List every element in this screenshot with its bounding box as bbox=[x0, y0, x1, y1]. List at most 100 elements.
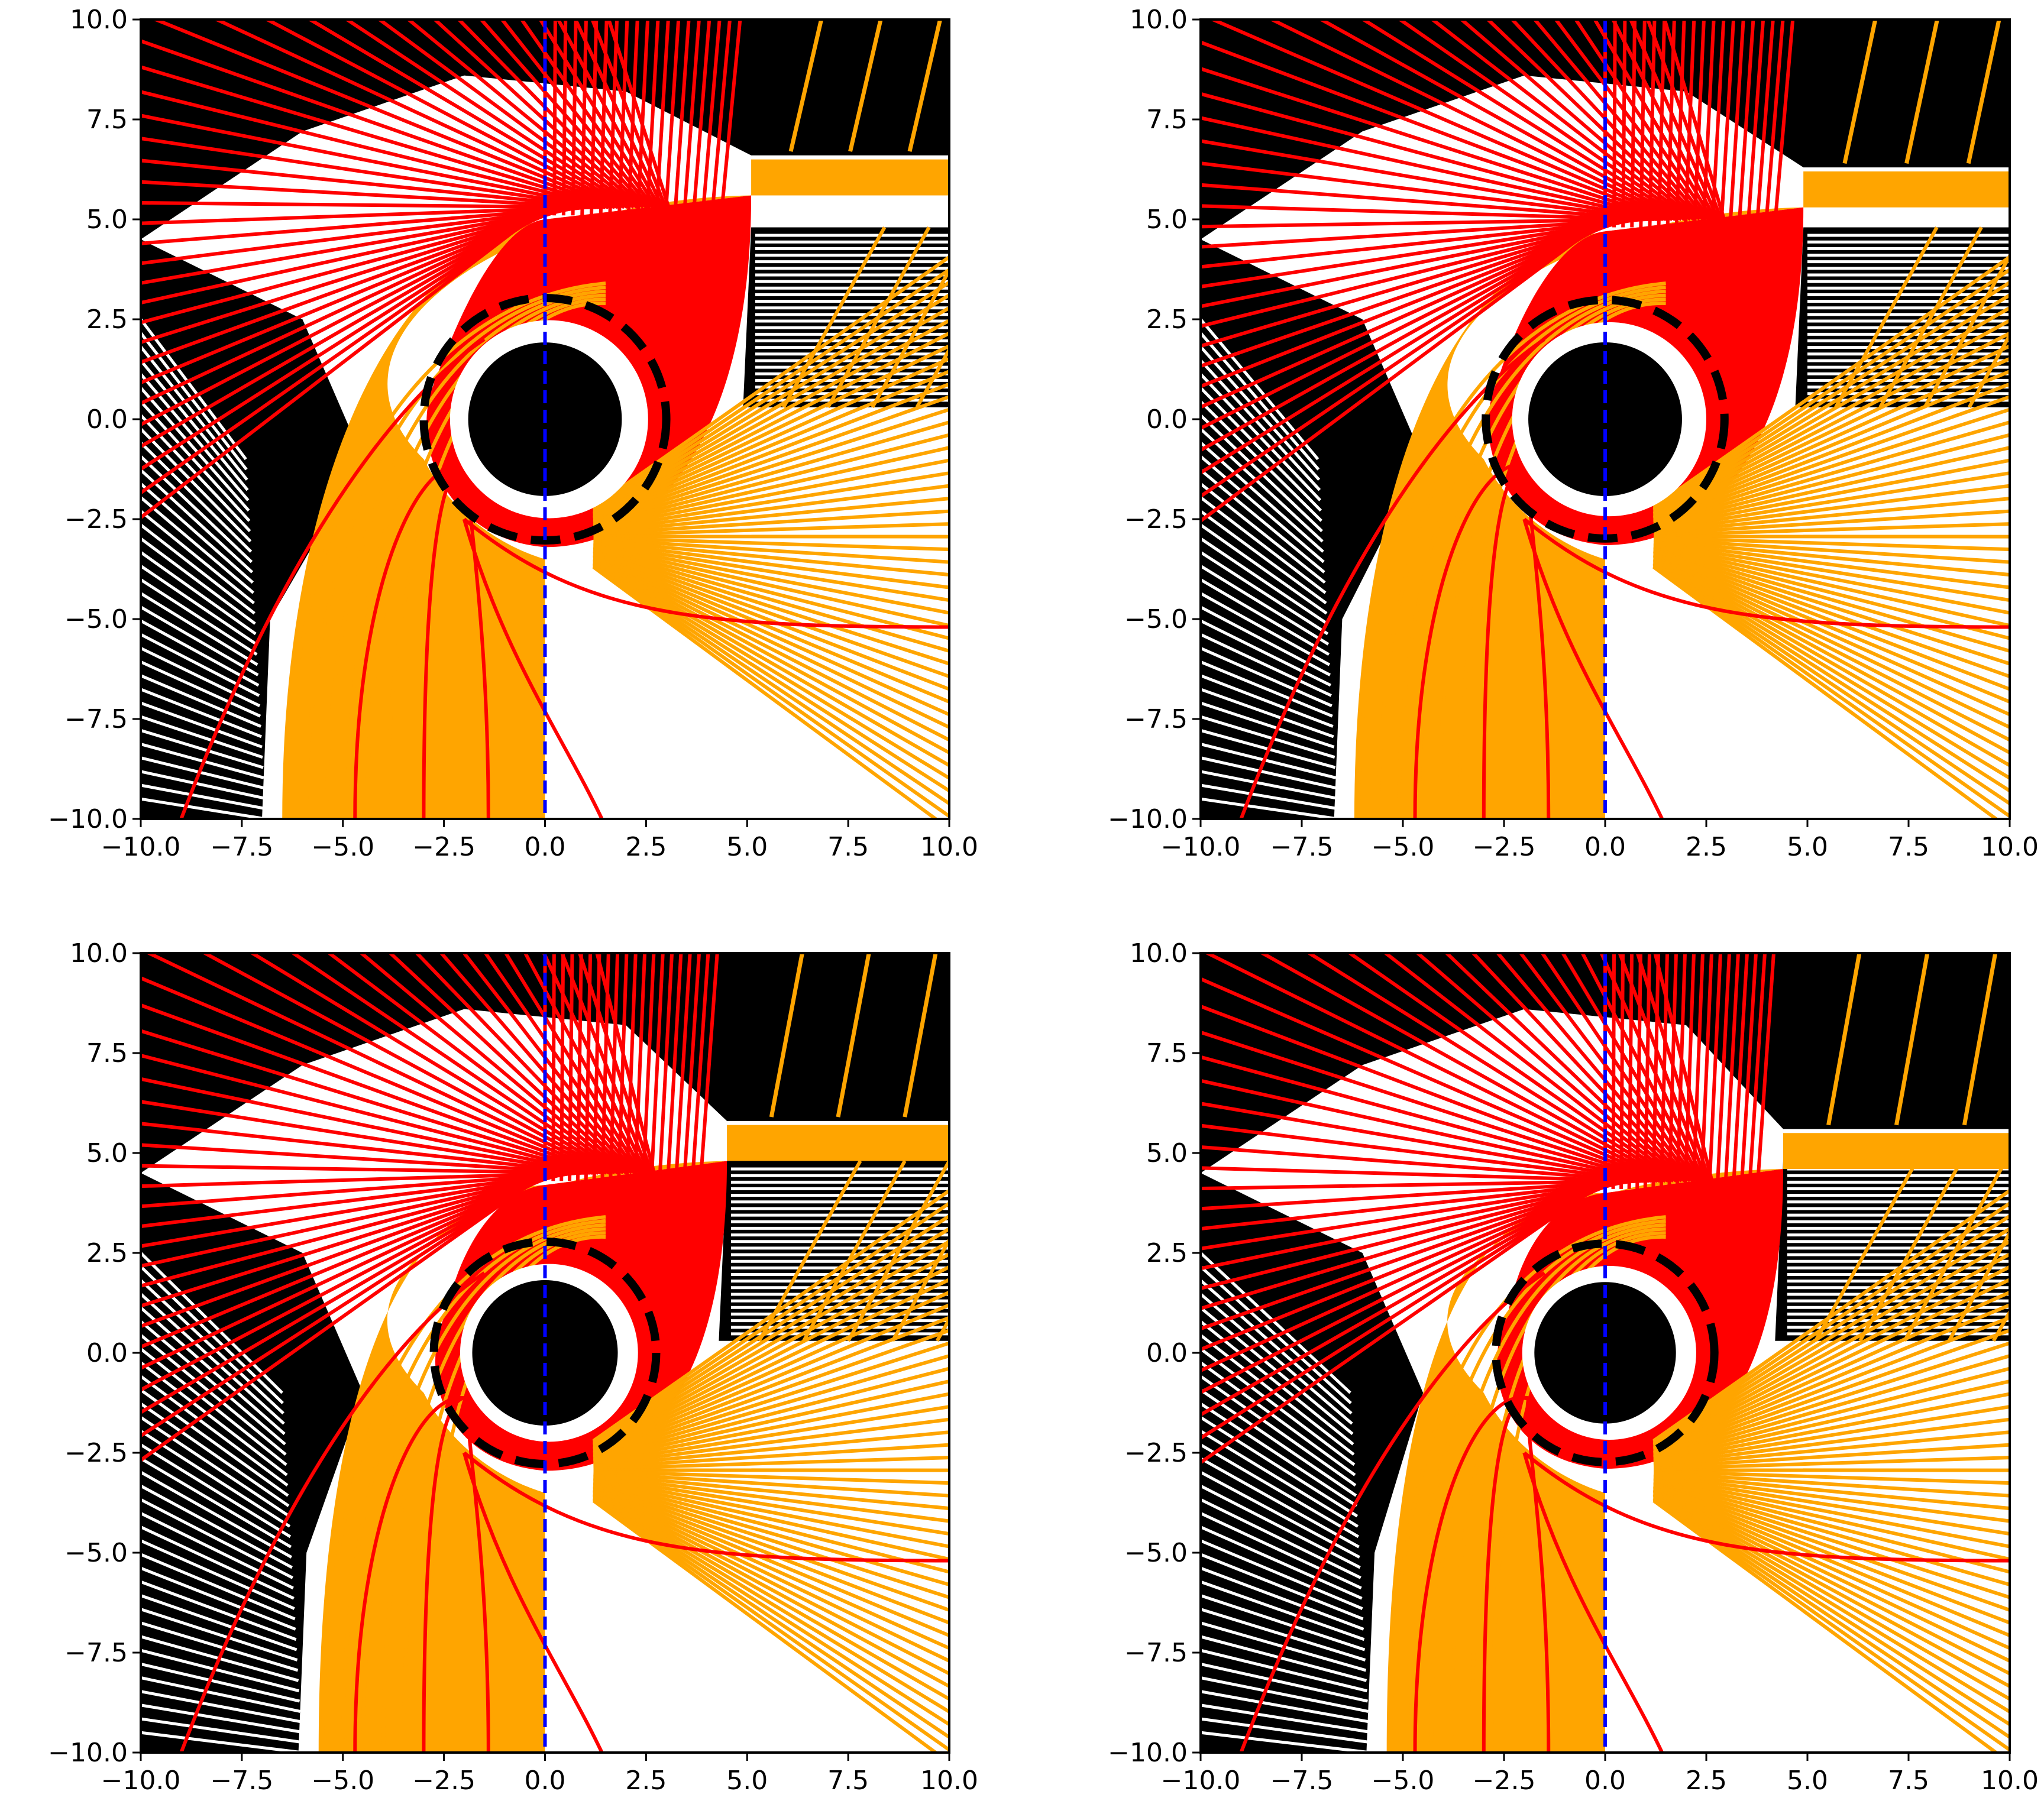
captured-ray bbox=[593, 1239, 949, 1448]
escaping-ray bbox=[1675, 953, 1687, 1189]
escaping-ray bbox=[1201, 116, 1664, 221]
escaping-ray bbox=[1201, 40, 1673, 221]
escaping-ray bbox=[649, 953, 665, 1181]
white-ray-gap bbox=[141, 1471, 293, 1559]
captured-ray bbox=[592, 565, 939, 819]
escaping-ray bbox=[387, 953, 628, 1174]
captured-ray bbox=[1652, 357, 2010, 520]
x-tick-label: −10.0 bbox=[101, 832, 181, 862]
captured-ray bbox=[1652, 1491, 2010, 1689]
escaping-ray bbox=[141, 114, 606, 209]
escaping-ray bbox=[561, 20, 568, 216]
captured-ray bbox=[1653, 1392, 2010, 1464]
x-tick-label: 2.5 bbox=[625, 1766, 667, 1796]
y-tick-label: −7.5 bbox=[1124, 704, 1188, 734]
captured-ray bbox=[593, 1392, 949, 1464]
x-tick-label: 10.0 bbox=[1981, 1766, 2039, 1796]
white-ray-gap bbox=[1201, 756, 1337, 790]
x-tick-label: −10.0 bbox=[1161, 832, 1241, 862]
captured-ray bbox=[1397, 289, 1666, 819]
escaping-ray bbox=[1715, 953, 1731, 1189]
white-ray-gap bbox=[141, 1731, 303, 1753]
x-tick-label: −10.0 bbox=[101, 1766, 181, 1796]
escaping-ray bbox=[1239, 338, 1546, 819]
captured-ray bbox=[593, 1354, 949, 1460]
captured-ray bbox=[321, 1215, 606, 1753]
captured-ray bbox=[592, 560, 949, 780]
escaping-ray bbox=[1630, 20, 1637, 228]
white-ray-gap bbox=[1201, 1594, 1366, 1651]
captured-ray bbox=[1652, 369, 2010, 521]
y-tick-label: 2.5 bbox=[1146, 305, 1188, 335]
panel-top-right: −10.0 −7.5 −5.0 −2.5 0.0 2.5 5.0 7.5 10.0 −10.0 −7… bbox=[1108, 5, 2044, 862]
panel-top-left: −10.0 −7.5 −5.0 −2.5 0.0 2.5 5.0 7.5 10.0 −10.0 −7… bbox=[48, 5, 978, 862]
escaping-ray bbox=[1201, 1179, 1606, 1465]
white-ray-gap bbox=[1201, 1553, 1364, 1621]
captured-ray bbox=[1962, 953, 1998, 1126]
escaping-ray bbox=[141, 1077, 596, 1175]
y-tick-label: 2.5 bbox=[86, 1238, 128, 1268]
x-tick-label: 5.0 bbox=[726, 832, 768, 862]
y-tick-label: −10.0 bbox=[48, 1738, 128, 1768]
x-tick-label: 0.0 bbox=[1584, 1766, 1626, 1796]
captured-ray bbox=[1878, 226, 1983, 409]
white-ray-gap bbox=[1201, 1498, 1361, 1579]
captured-ray bbox=[1653, 1366, 2010, 1462]
white-ray-gap bbox=[1201, 701, 1335, 749]
y-tick-label: −10.0 bbox=[1108, 804, 1188, 834]
captured-ray bbox=[361, 1223, 606, 1753]
escaping-ray bbox=[141, 137, 603, 209]
captured-ray bbox=[593, 1492, 949, 1701]
white-ray-gap bbox=[141, 1648, 300, 1693]
escaping-ray bbox=[144, 953, 610, 1175]
captured-ray bbox=[1653, 1379, 2010, 1463]
y-tick-label: 10.0 bbox=[1130, 938, 1188, 969]
captured-ray bbox=[593, 1277, 949, 1452]
captured-ray bbox=[593, 536, 949, 552]
escaping-ray bbox=[1201, 1179, 1620, 1352]
white-ray-gap bbox=[141, 715, 263, 759]
white-ray-gap bbox=[141, 1416, 290, 1518]
y-tick-label: −10.0 bbox=[1108, 1738, 1188, 1768]
escaping-ray bbox=[682, 20, 701, 216]
captured-ray bbox=[1652, 1265, 2010, 1450]
x-tick-label: 0.0 bbox=[525, 832, 566, 862]
escaping-ray bbox=[1561, 953, 1700, 1182]
escaping-ray bbox=[626, 20, 639, 216]
captured-ray-region bbox=[318, 1125, 949, 1753]
captured-ray bbox=[1652, 556, 2010, 742]
captured-ray bbox=[593, 549, 949, 679]
captured-ray bbox=[1653, 1430, 2010, 1468]
y-tick-label: 0.0 bbox=[1146, 1338, 1188, 1368]
escaping-ray bbox=[141, 1171, 579, 1209]
escaping-ray bbox=[1643, 953, 1651, 1189]
escaping-ray bbox=[589, 20, 599, 216]
white-ray-gap bbox=[141, 1320, 286, 1446]
white-ray-gap bbox=[141, 619, 260, 687]
escaping-ray bbox=[1347, 953, 1678, 1183]
captured-ray bbox=[2014, 228, 2044, 407]
escaping-ray bbox=[1201, 218, 1634, 328]
y-tick-label: −2.5 bbox=[64, 504, 128, 535]
white-ray-gap bbox=[141, 728, 264, 769]
y-tick-label: −2.5 bbox=[64, 1438, 128, 1468]
white-ray-gap bbox=[1201, 1525, 1363, 1600]
escaping-ray bbox=[1739, 953, 1758, 1190]
white-ray-gap bbox=[1201, 414, 1323, 533]
captured-ray bbox=[593, 556, 949, 742]
captured-ray bbox=[592, 1201, 949, 1444]
escaping-ray bbox=[1619, 953, 1625, 1189]
escaping-ray bbox=[1201, 218, 1622, 409]
captured-ray bbox=[592, 1226, 949, 1447]
escaping-ray bbox=[141, 205, 574, 325]
escaping-ray bbox=[1201, 1078, 1655, 1183]
captured-ray bbox=[593, 344, 949, 519]
escaping-ray bbox=[1201, 218, 1645, 249]
y-tick-label: 7.5 bbox=[1146, 1038, 1188, 1068]
escaping-ray bbox=[1383, 953, 1680, 1183]
white-ray-gap bbox=[141, 1717, 302, 1744]
white-ray-gap bbox=[141, 797, 267, 819]
captured-ray bbox=[593, 1473, 949, 1523]
escaping-ray bbox=[141, 1171, 574, 1248]
captured-ray bbox=[1652, 1488, 2010, 1663]
